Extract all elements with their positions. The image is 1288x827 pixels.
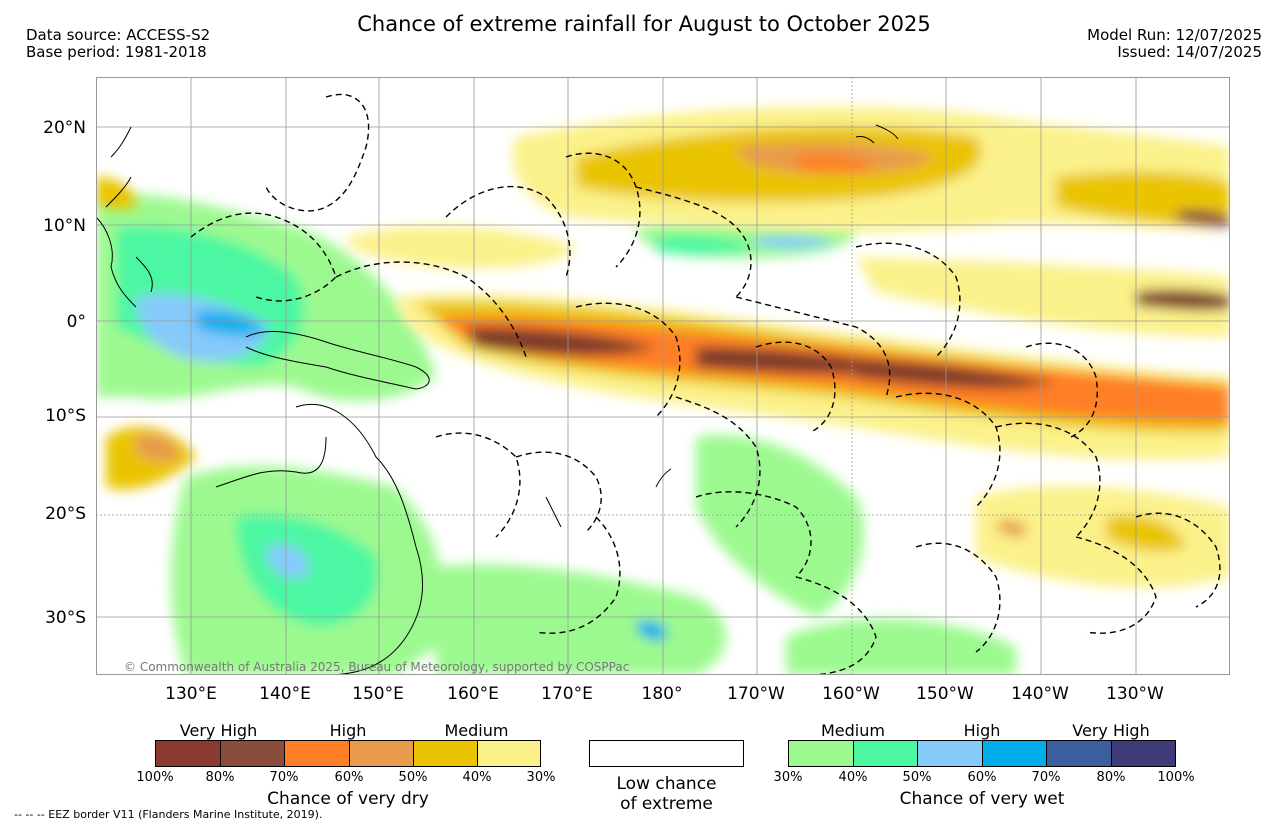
dry-swatch-40-30 [477, 740, 541, 767]
dry-legend-title: Chance of very dry [267, 789, 429, 809]
dry-tick: 100% [136, 770, 174, 785]
lat-label-10s: 10°S [45, 406, 86, 426]
lat-label-0: 0° [66, 312, 86, 332]
gridlines [96, 77, 1230, 675]
eez-borders [190, 93, 1221, 675]
wet-tick: 60% [967, 770, 997, 785]
wet-swatch-40-50 [853, 740, 917, 767]
wet-tick: 30% [773, 770, 803, 785]
wet-legend-title: Chance of very wet [899, 789, 1065, 809]
lon-label-130e: 130°E [165, 684, 217, 704]
dry-swatch-50-40 [413, 740, 477, 767]
lat-label-20n: 20°N [43, 118, 86, 138]
wet-swatch-70-80 [1046, 740, 1111, 767]
lon-label-170e: 170°E [541, 684, 593, 704]
model-run-info: Model Run: 12/07/2025 Issued: 14/07/2025 [1087, 27, 1262, 61]
dry-tick: 50% [398, 770, 428, 785]
wet-swatch-60-70 [982, 740, 1046, 767]
dry-swatch-80-70 [220, 740, 284, 767]
lon-label-140w: 140°W [1011, 684, 1069, 704]
lon-label-140e: 140°E [259, 684, 311, 704]
wet-category-medium: Medium [821, 721, 885, 740]
lon-label-160e: 160°E [447, 684, 499, 704]
page-title: Chance of extreme rainfall for August to… [357, 12, 931, 36]
lat-label-30s: 30°S [45, 608, 86, 628]
wet-category-very-high: Very High [1072, 721, 1150, 740]
low-chance-line2: of extreme [620, 794, 713, 814]
dry-category-high: High [329, 721, 367, 740]
dry-category-medium: Medium [444, 721, 509, 740]
dry-swatch-70-60 [284, 740, 349, 767]
low-chance-line1: Low chance [616, 774, 717, 794]
map-credit: © Commonwealth of Australia 2025, Bureau… [124, 660, 629, 674]
lon-label-130w: 130°W [1106, 684, 1164, 704]
wet-swatch-50-60 [917, 740, 982, 767]
issued-date: Issued: 14/07/2025 [1117, 43, 1262, 61]
dry-category-very-high: Very High [179, 721, 258, 740]
dry-tick: 30% [526, 770, 556, 785]
low-chance-label: Low chance of extreme [589, 774, 744, 814]
wet-tick: 50% [902, 770, 932, 785]
lon-label-150w: 150°W [916, 684, 974, 704]
dry-swatch-100-80 [155, 740, 220, 767]
wet-tick: 80% [1096, 770, 1126, 785]
rainfall-map: © Commonwealth of Australia 2025, Bureau… [96, 77, 1230, 675]
dry-tick: 80% [205, 770, 235, 785]
base-period: Base period: 1981-2018 [26, 43, 207, 61]
wet-tick: 100% [1157, 770, 1195, 785]
wet-tick: 40% [838, 770, 868, 785]
wet-category-high: High [963, 721, 1001, 740]
data-source-info: Data source: ACCESS-S2 Base period: 1981… [26, 27, 210, 61]
eez-footnote: -- -- -- EEZ border V11 (Flanders Marine… [14, 808, 323, 821]
model-run: Model Run: 12/07/2025 [1087, 26, 1262, 44]
low-chance-swatch [589, 740, 744, 767]
lat-label-20s: 20°S [45, 504, 86, 524]
dry-region [96, 106, 1230, 588]
lat-label-10n: 10°N [43, 216, 86, 236]
lon-label-160w: 160°W [822, 684, 880, 704]
lon-label-180: 180° [641, 684, 683, 704]
wet-swatch-80-100 [1111, 740, 1176, 767]
dry-tick: 40% [462, 770, 492, 785]
lon-label-170w: 170°W [727, 684, 785, 704]
dry-tick: 60% [334, 770, 364, 785]
wet-tick: 70% [1031, 770, 1061, 785]
dry-tick: 70% [269, 770, 299, 785]
data-source: Data source: ACCESS-S2 [26, 26, 211, 44]
coastlines [96, 124, 899, 675]
lon-label-150e: 150°E [352, 684, 404, 704]
dry-swatch-60-50 [349, 740, 413, 767]
wet-swatch-30-40 [788, 740, 853, 767]
